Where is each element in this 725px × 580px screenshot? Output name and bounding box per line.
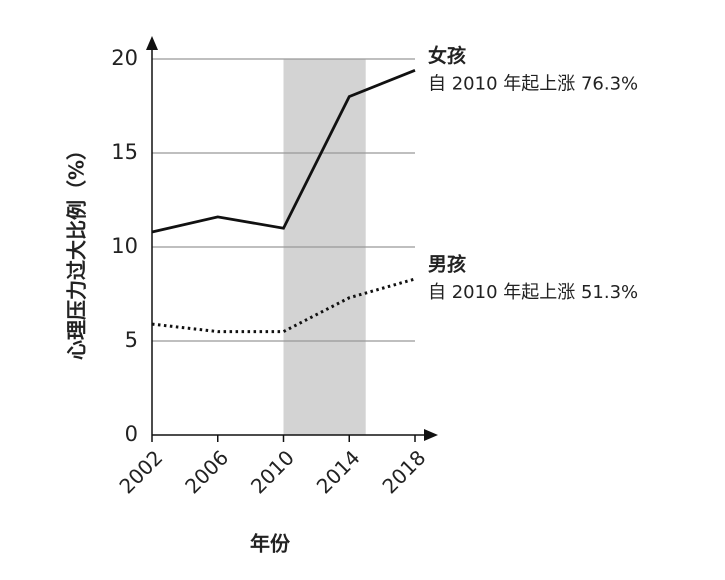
x-axis-arrow — [424, 429, 438, 441]
x-tick-label: 2014 — [312, 445, 365, 498]
x-tick-label: 2010 — [246, 445, 299, 498]
x-tick-label: 2002 — [114, 445, 167, 498]
series-line — [151, 277, 416, 334]
y-axis-label: 心理压力过大比例（%） — [65, 140, 89, 360]
y-axis-arrow — [146, 36, 158, 50]
series-annotation: 自 2010 年起上涨 76.3% — [428, 73, 638, 94]
series-label: 男孩 — [428, 252, 466, 275]
series-annotation: 自 2010 年起上涨 51.3% — [428, 282, 638, 303]
series-line — [151, 68, 416, 234]
series-label: 女孩 — [428, 44, 466, 67]
y-tick-label: 20 — [111, 46, 138, 70]
y-tick-label: 15 — [111, 140, 138, 164]
x-axis-label: 年份 — [250, 532, 291, 556]
y-tick-label: 0 — [125, 422, 138, 446]
x-tick-label: 2018 — [377, 445, 430, 498]
y-tick-label: 5 — [125, 328, 138, 352]
x-tick-label: 2006 — [180, 445, 233, 498]
y-tick-label: 10 — [111, 234, 138, 258]
